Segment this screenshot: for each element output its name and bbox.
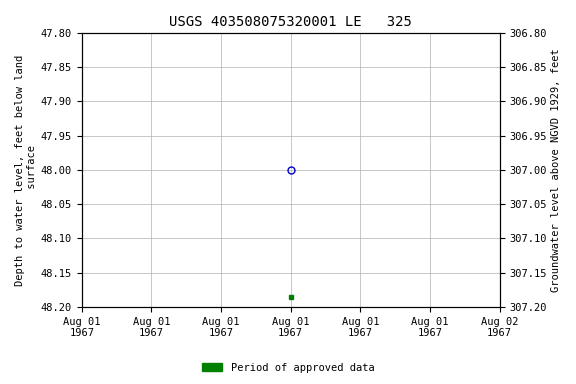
Title: USGS 403508075320001 LE   325: USGS 403508075320001 LE 325: [169, 15, 412, 29]
Legend: Period of approved data: Period of approved data: [198, 359, 378, 377]
Y-axis label: Groundwater level above NGVD 1929, feet: Groundwater level above NGVD 1929, feet: [551, 48, 561, 292]
Y-axis label: Depth to water level, feet below land
 surface: Depth to water level, feet below land su…: [15, 54, 37, 286]
